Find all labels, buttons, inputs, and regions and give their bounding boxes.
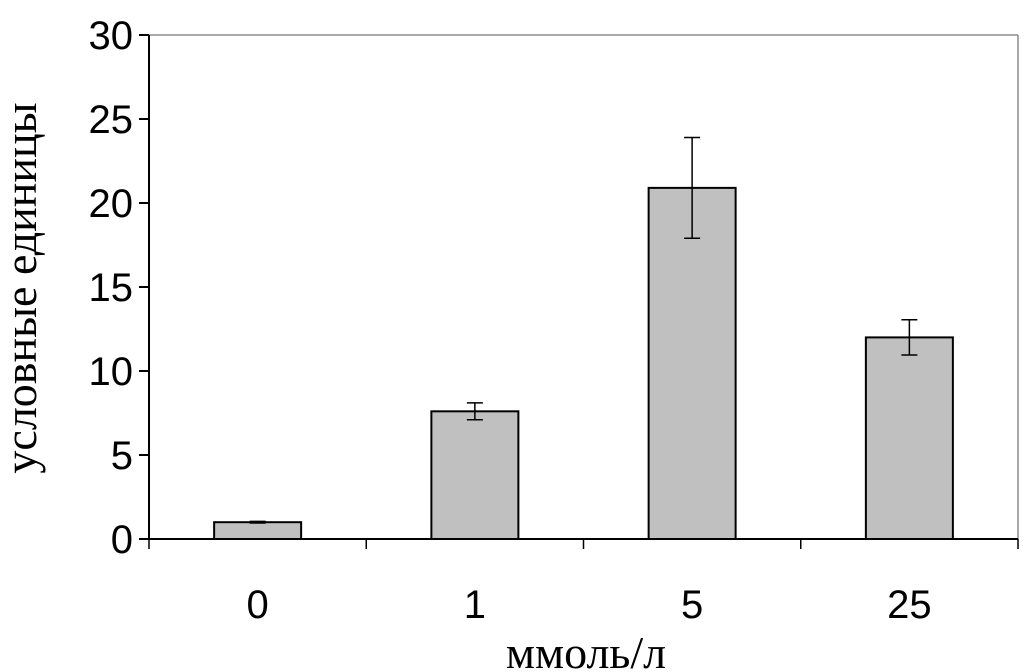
y-axis-tick-labels: 0 5 10 15 20 25 30 bbox=[89, 14, 134, 562]
bar bbox=[213, 521, 303, 541]
y-tick-label: 10 bbox=[89, 350, 134, 394]
y-axis-ticks bbox=[139, 34, 149, 540]
y-tick-label: 5 bbox=[111, 434, 133, 478]
y-axis-title: условные единицы bbox=[0, 102, 46, 473]
y-tick-label: 0 bbox=[111, 518, 133, 562]
x-axis-ticks bbox=[148, 539, 1019, 549]
error-bars bbox=[249, 136, 918, 524]
y-tick-label: 25 bbox=[89, 98, 134, 142]
bar bbox=[430, 410, 520, 541]
bar bbox=[864, 336, 954, 540]
x-tick-label: 5 bbox=[681, 583, 703, 627]
x-tick-label: 1 bbox=[464, 583, 486, 627]
bar bbox=[647, 186, 737, 540]
y-tick-label: 15 bbox=[89, 266, 134, 310]
x-tick-label: 25 bbox=[887, 583, 932, 627]
y-tick-label: 20 bbox=[89, 182, 134, 226]
x-tick-label: 0 bbox=[247, 583, 269, 627]
x-axis-tick-labels: 0 1 5 25 bbox=[247, 583, 932, 627]
y-tick-label: 30 bbox=[89, 14, 134, 58]
x-axis-title: ммоль/л bbox=[506, 627, 666, 672]
